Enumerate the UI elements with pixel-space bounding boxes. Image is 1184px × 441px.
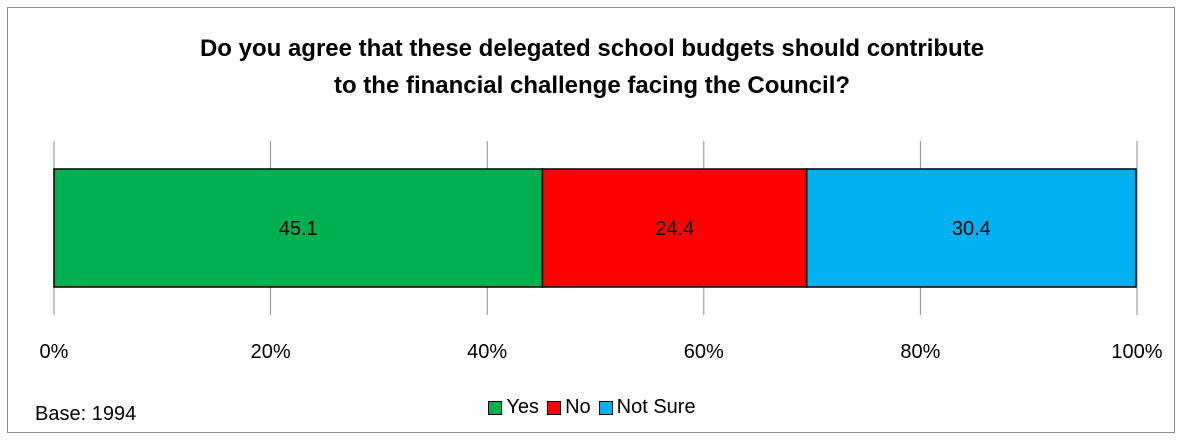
data-label: 45.1 <box>279 218 318 240</box>
x-tick-label: 80% <box>900 341 940 363</box>
legend-swatch <box>488 400 503 415</box>
legend-item: Yes <box>488 396 539 419</box>
x-tick-label: 40% <box>467 341 507 363</box>
data-label: 24.4 <box>655 218 694 240</box>
bar-segment <box>541 168 808 288</box>
bar-segment <box>805 168 1137 288</box>
data-label: 30.4 <box>952 218 991 240</box>
legend-label: Yes <box>506 396 540 418</box>
legend: Yes No Not Sure <box>0 396 1184 421</box>
legend-label: No <box>565 396 591 418</box>
legend-swatch <box>547 400 562 415</box>
legend-label: Not Sure <box>616 396 696 418</box>
x-tick-label: 0% <box>40 341 69 363</box>
base-footnote: Base: 1994 <box>35 403 137 425</box>
chart-title-line-1: Do you agree that these delegated school… <box>199 35 985 62</box>
chart-title: Do you agree that these delegated school… <box>0 30 1184 104</box>
x-tick-label: 20% <box>251 341 291 363</box>
chart-title-line-2: to the financial challenge facing the Co… <box>333 72 851 99</box>
x-tick-label: 60% <box>684 341 724 363</box>
legend-swatch <box>598 400 613 415</box>
legend-item: No <box>547 396 591 419</box>
x-tick-label: 100% <box>1111 341 1162 363</box>
bar-segment <box>53 168 544 288</box>
legend-item: Not Sure <box>598 396 696 419</box>
